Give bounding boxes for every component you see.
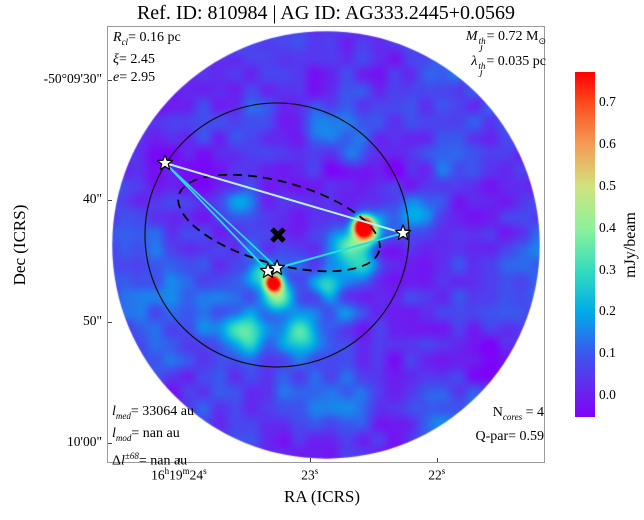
colorbar-tick-label: 0.0	[599, 387, 616, 403]
var-subscript: mod	[115, 433, 132, 444]
value-text: = nan au	[131, 426, 180, 442]
var-subscript: cl	[121, 36, 129, 47]
y-axis-tickmark	[108, 321, 112, 323]
clump-center-cross-marker	[270, 227, 286, 243]
value-text: = 0.035 pc	[486, 54, 546, 69]
var-subscript: J	[478, 44, 483, 54]
annotation-line-xi: ξ= 2.45	[113, 51, 181, 69]
sky-map-plot-area	[107, 26, 545, 463]
var-subscript: med	[115, 410, 131, 421]
annotation-line-lambdajeans: λ th J = 0.035 pc	[466, 53, 546, 79]
var-symbol: λ	[471, 54, 478, 69]
colorbar-label: mJy/beam	[622, 212, 639, 278]
x-axis-tick-label: 23s	[301, 466, 319, 483]
var-subscript: cores	[502, 411, 523, 422]
x-axis-label: RA (ICRS)	[283, 487, 361, 506]
var-superscript: th	[478, 36, 486, 46]
cluster-radius-circle	[144, 102, 410, 368]
x-axis-tickmark	[436, 458, 438, 462]
supsub-stack: th J	[478, 61, 486, 79]
var-symbol: N	[492, 405, 503, 420]
y-axis-tick-label: -50°09'30"	[43, 71, 102, 87]
cluster-shape-dashed-ellipse	[177, 173, 381, 273]
core-star-marker	[394, 224, 412, 241]
colorbar-tick-label: 0.4	[599, 219, 616, 235]
var-symbol: l	[121, 453, 125, 469]
separation-stats-annotation: lmed= 33064 au lmod= nan au Δl±68= nan a…	[112, 403, 194, 470]
colorbar-gradient	[575, 72, 595, 417]
x-axis-tick-label: 22s	[428, 466, 446, 483]
sun-symbol: ⊙	[538, 35, 546, 46]
annotation-line-lmod: lmod= nan au	[112, 425, 194, 447]
var-subscript: J	[478, 69, 483, 79]
y-axis-tick-label: 50"	[82, 312, 102, 328]
y-axis-tickmark	[108, 199, 112, 201]
core-star-marker	[268, 259, 286, 276]
annotation-line-rcl: Rcl= 0.16 pc	[113, 29, 181, 51]
var-symbol: l	[112, 426, 116, 442]
figure-title: Ref. ID: 810984 | AG ID: AG333.2445+0.05…	[136, 2, 516, 24]
mst-edge-line	[164, 162, 404, 234]
var-superscript: ±68	[124, 450, 139, 461]
value-text: Q-par= 0.59	[475, 428, 544, 444]
colorbar-tick-label: 0.3	[599, 261, 616, 277]
value-text: = 33064 au	[130, 404, 194, 419]
x-axis-tickmark	[309, 458, 311, 462]
sky-map-canvas	[107, 26, 545, 463]
mst-edge-line	[164, 162, 278, 269]
value-text: = nan au	[138, 453, 188, 469]
x-axis-tick-label: 16h19m24s	[151, 466, 207, 483]
value-text: = 2.95	[119, 69, 156, 85]
x-axis-tickmark	[178, 458, 180, 462]
colorbar-tick-label: 0.7	[599, 94, 616, 110]
colorbar-tick-label: 0.6	[599, 136, 616, 152]
colorbar-tick-label: 0.2	[599, 303, 616, 319]
annotation-line-lmed: lmed= 33064 au	[112, 403, 194, 425]
overlay-markers-svg	[144, 102, 412, 368]
y-axis-tickmark	[108, 80, 112, 82]
colorbar-tick-label: 0.1	[599, 345, 616, 361]
var-symbol: M	[465, 29, 478, 44]
var-symbol: l	[112, 404, 116, 419]
clump-stats-annotation: Rcl= 0.16 pc ξ= 2.45 e= 2.95	[113, 29, 181, 86]
y-axis-tick-label: 10'00"	[67, 433, 102, 449]
y-axis-tick-label: 40"	[82, 190, 102, 206]
var-symbol: e	[113, 69, 120, 85]
mst-edge-line	[276, 232, 404, 269]
annotation-line-qpar: Q-par= 0.59	[475, 427, 544, 447]
var-symbol: R	[113, 30, 122, 45]
value-text: = 4	[522, 405, 544, 420]
core-star-marker	[156, 154, 174, 171]
value-text: = 0.16 pc	[128, 30, 181, 45]
supsub-stack: th J	[478, 36, 486, 54]
annotation-line-dl68: Δl±68= nan au	[112, 448, 194, 470]
value-text: = 2.45	[119, 52, 155, 68]
value-text: = 0.72 M	[486, 29, 539, 44]
cores-stats-annotation: Ncores = 4 Q-par= 0.59	[475, 403, 544, 447]
annotation-line-e: e= 2.95	[113, 69, 181, 87]
y-axis-label: Dec (ICRS)	[10, 204, 29, 286]
colorbar-tick-label: 0.5	[599, 178, 616, 193]
var-symbol: ξ	[113, 52, 119, 68]
mst-edge-line	[164, 162, 269, 272]
y-axis-tickmark	[108, 442, 112, 444]
annotation-line-ncores: Ncores = 4	[475, 403, 544, 427]
var-superscript: th	[478, 61, 486, 71]
delta-symbol: Δ	[112, 453, 122, 469]
